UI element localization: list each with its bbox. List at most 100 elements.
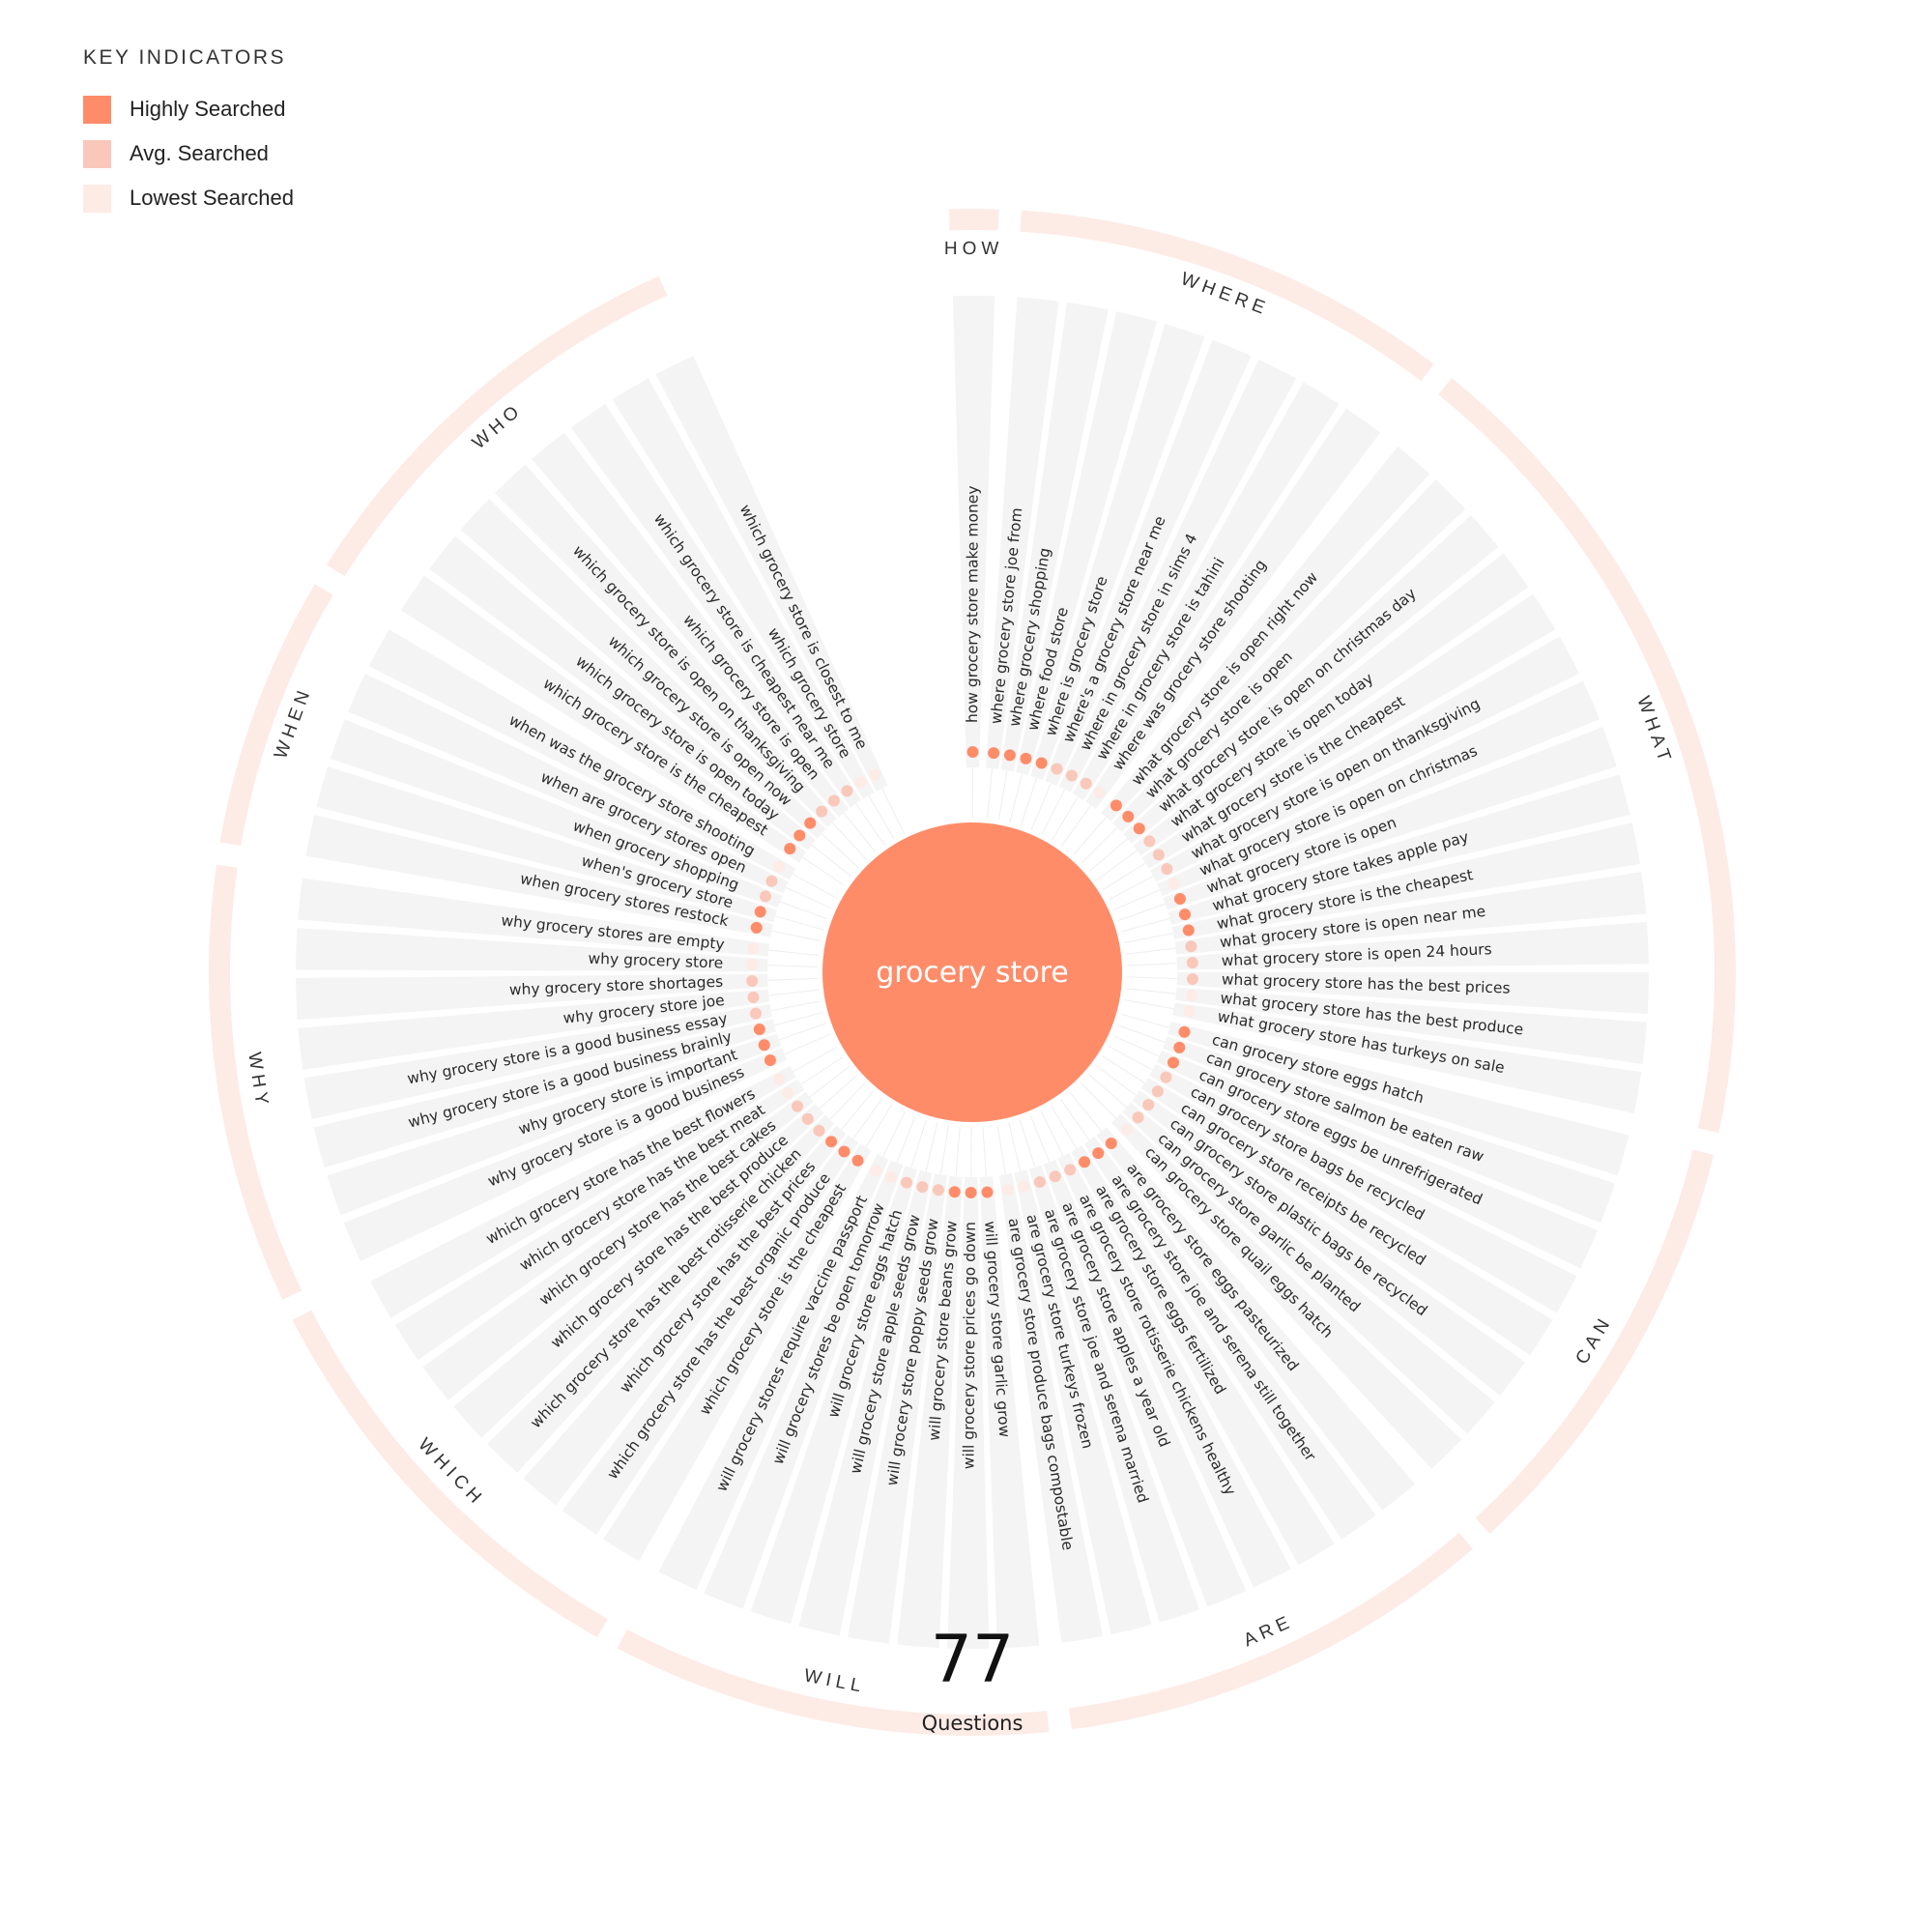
- spoke-line: [1123, 933, 1174, 943]
- question-wedge: [704, 1160, 904, 1609]
- spoke-line: [852, 1097, 883, 1139]
- question-wedge: [570, 403, 862, 808]
- question-wedge: [798, 1169, 933, 1636]
- spoke-line: [955, 1126, 961, 1177]
- question-wedge: [1174, 872, 1647, 955]
- spoke-line: [771, 930, 822, 942]
- total-count: 77: [931, 1622, 1015, 1698]
- question-wedge: [1175, 987, 1648, 1064]
- spoke-line: [800, 1056, 844, 1085]
- question-wedge: [1101, 446, 1430, 822]
- spoke-line: [1125, 947, 1176, 955]
- question-wedge: [1156, 1050, 1599, 1269]
- spoke-line: [767, 977, 819, 981]
- question-wedge: [296, 973, 768, 1021]
- question-dot: [1182, 924, 1195, 937]
- question-wedge: [1157, 680, 1600, 896]
- question-dot: [1064, 1164, 1077, 1176]
- spoke-line: [840, 1090, 874, 1131]
- question-dot: [746, 959, 759, 971]
- question-wedge: [1045, 339, 1252, 786]
- legend-label-mid: Avg. Searched: [130, 141, 269, 165]
- question-dot: [1065, 769, 1078, 782]
- question-wedge: [1141, 593, 1556, 869]
- spoke-line: [768, 949, 820, 957]
- question-dot: [1110, 799, 1122, 812]
- question-dot: [754, 906, 766, 918]
- question-dot: [916, 1181, 929, 1194]
- question-dot: [1092, 1147, 1105, 1160]
- question-dot: [1003, 749, 1016, 762]
- spoke-line: [1060, 1099, 1090, 1141]
- question-dot: [782, 1086, 794, 1099]
- category-label: WILL: [802, 1665, 867, 1697]
- ring-segment: [219, 584, 333, 847]
- legend-label-low: Lowest Searched: [130, 186, 294, 210]
- question-wedge: [1014, 1169, 1152, 1635]
- spoke-line: [996, 1124, 1006, 1175]
- question-dot: [1173, 1041, 1186, 1053]
- question-dot: [1151, 1085, 1164, 1098]
- ring-segment: [326, 275, 668, 577]
- question-wedge: [343, 1048, 788, 1261]
- question-wedge: [750, 1166, 918, 1625]
- question-dot: [965, 1186, 977, 1198]
- question-text: will grocery store prices go down: [960, 1222, 979, 1469]
- spoke-line: [925, 1122, 938, 1172]
- question-dot: [1178, 908, 1191, 921]
- center-circle: [822, 822, 1122, 1122]
- question-dot: [765, 875, 778, 887]
- question-wedge: [1016, 311, 1158, 776]
- question-wedge: [1058, 359, 1297, 793]
- spoke-line: [1051, 1105, 1078, 1149]
- question-wedge: [316, 766, 778, 923]
- legend-item-low: Lowest Searched: [83, 176, 294, 220]
- legend-swatch-high: [83, 95, 111, 124]
- legend-swatch-low: [83, 184, 111, 213]
- question-dot: [1035, 757, 1048, 769]
- question-dot: [854, 776, 867, 789]
- question-dot: [1160, 1071, 1172, 1083]
- category-label: HOW: [944, 239, 1003, 259]
- legend: KEY INDICATORS Highly Searched Avg. Sear…: [83, 46, 294, 220]
- question-dot: [1020, 752, 1032, 764]
- question-dot: [750, 921, 763, 934]
- spoke-line: [792, 873, 837, 899]
- question-wedge: [655, 356, 888, 792]
- spoke-line: [1029, 1115, 1051, 1163]
- question-wedge: [453, 1104, 824, 1438]
- spoke-line: [1088, 838, 1128, 872]
- question-dot: [747, 991, 760, 1003]
- question-dot: [1142, 1099, 1155, 1111]
- ring-segment: [208, 864, 303, 1300]
- question-wedge: [327, 1033, 782, 1216]
- question-dot: [966, 746, 979, 759]
- spoke-line: [881, 788, 905, 834]
- question-dot: [827, 794, 840, 807]
- question-dot: [1133, 822, 1145, 835]
- question-wedge: [532, 432, 850, 818]
- spoke-line: [1061, 804, 1091, 847]
- question-wedge: [1112, 479, 1466, 832]
- question-dot: [1152, 849, 1165, 861]
- spoke-line: [793, 1047, 838, 1073]
- ring-segment: [948, 209, 999, 231]
- question-wedge: [979, 1175, 1040, 1649]
- question-wedge: [1043, 1159, 1247, 1607]
- spoke-line: [1103, 862, 1146, 891]
- question-wedge: [429, 535, 816, 851]
- spoke-line: [774, 1011, 823, 1026]
- legend-item-high: Highly Searched: [83, 87, 294, 131]
- question-dot: [747, 942, 760, 955]
- question-dot: [792, 1100, 804, 1112]
- question-dot: [1185, 940, 1197, 953]
- question-wedge: [947, 1176, 990, 1649]
- question-dot: [801, 1112, 814, 1125]
- question-dot: [1051, 763, 1063, 775]
- question-wedge: [494, 464, 837, 827]
- question-dot: [758, 1039, 770, 1052]
- legend-swatch-mid: [83, 139, 111, 168]
- spoke-line: [1121, 917, 1170, 933]
- spoke-line: [819, 1075, 857, 1110]
